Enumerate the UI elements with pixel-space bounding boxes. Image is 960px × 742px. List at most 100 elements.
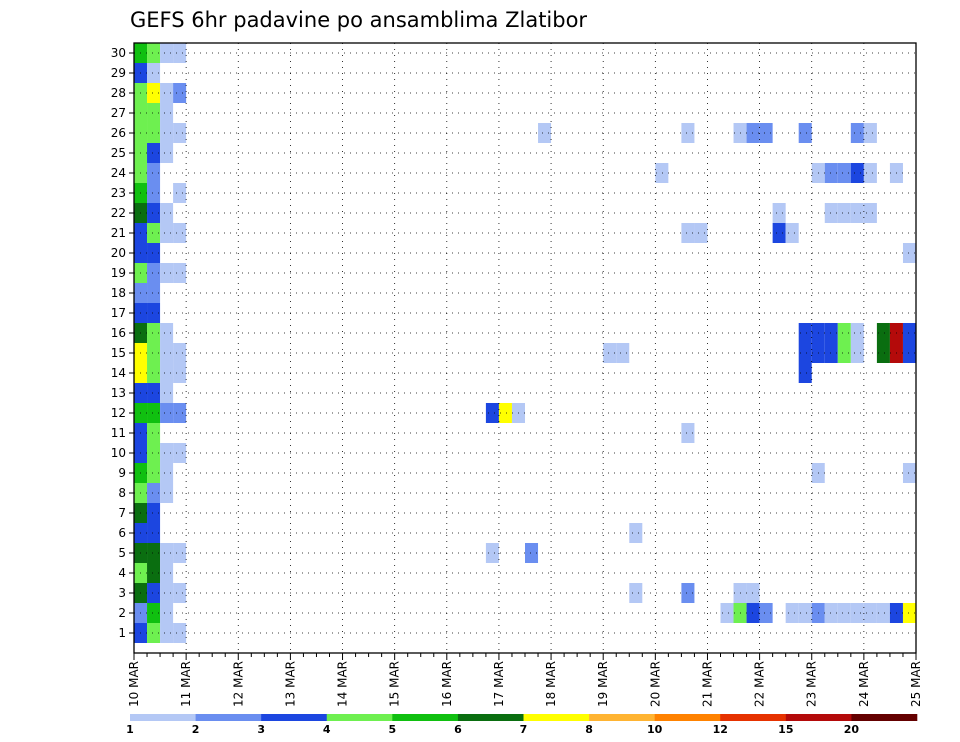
y-tick-label: 15 bbox=[111, 346, 126, 360]
heatmap-cell bbox=[173, 183, 187, 203]
colorbar-label: 12 bbox=[713, 723, 728, 736]
colorbar-label: 1 bbox=[126, 723, 134, 736]
heatmap-cell bbox=[160, 363, 174, 383]
heatmap-cell bbox=[876, 323, 890, 343]
heatmap-cell bbox=[173, 263, 187, 283]
heatmap-cell bbox=[798, 343, 812, 363]
colorbar-swatch bbox=[654, 714, 721, 721]
heatmap-cell bbox=[173, 123, 187, 143]
heatmap-cell bbox=[147, 203, 161, 223]
y-tick-label: 29 bbox=[111, 66, 126, 80]
colorbar-swatch bbox=[326, 714, 393, 721]
heatmap-cell bbox=[147, 503, 161, 523]
heatmap-cell bbox=[147, 63, 161, 83]
colorbar-label: 6 bbox=[454, 723, 462, 736]
colorbar-label: 5 bbox=[389, 723, 397, 736]
heatmap-cell bbox=[681, 423, 695, 443]
heatmap-cell bbox=[160, 323, 174, 343]
heatmap-cell bbox=[837, 343, 851, 363]
colorbar-swatch bbox=[523, 714, 590, 721]
y-tick-label: 27 bbox=[111, 106, 126, 120]
heatmap-cell bbox=[147, 583, 161, 603]
heatmap-cell bbox=[160, 43, 174, 63]
colorbar-swatch bbox=[130, 714, 196, 721]
x-tick-label: 23 MAR bbox=[805, 661, 819, 707]
y-tick-label: 12 bbox=[111, 406, 126, 420]
heatmap-cell bbox=[147, 243, 161, 263]
heatmap-cell bbox=[720, 603, 734, 623]
y-tick-label: 8 bbox=[118, 486, 126, 500]
y-tick-label: 14 bbox=[111, 366, 126, 380]
heatmap-cell bbox=[173, 623, 187, 643]
heatmap-cell bbox=[173, 543, 187, 563]
heatmap-cell bbox=[147, 143, 161, 163]
heatmap-cell bbox=[147, 543, 161, 563]
y-tick-label: 30 bbox=[111, 46, 126, 60]
x-tick-label: 20 MAR bbox=[648, 661, 662, 707]
colorbar-label: 8 bbox=[585, 723, 593, 736]
y-axis-ticks: 1234567891011121314151617181920212223242… bbox=[111, 46, 134, 640]
colorbar-swatch bbox=[392, 714, 459, 721]
heatmap-cell bbox=[772, 203, 786, 223]
heatmap-cell bbox=[785, 603, 799, 623]
colorbar-label: 20 bbox=[844, 723, 860, 736]
heatmap-cell bbox=[902, 463, 916, 483]
heatmap-cell bbox=[824, 343, 838, 363]
x-tick-label: 16 MAR bbox=[440, 661, 454, 707]
x-tick-label: 21 MAR bbox=[701, 661, 715, 707]
heatmap-cell bbox=[772, 223, 786, 243]
heatmap-cell bbox=[798, 323, 812, 343]
heatmap-cell bbox=[147, 383, 161, 403]
heatmap-cell bbox=[837, 603, 851, 623]
chart-title: GEFS 6hr padavine po ansamblima Zlatibor bbox=[130, 8, 587, 32]
heatmap-cell bbox=[902, 243, 916, 263]
heatmap-cell bbox=[525, 543, 539, 563]
heatmap-cell bbox=[837, 203, 851, 223]
heatmap-cell bbox=[173, 583, 187, 603]
heatmap-cell bbox=[173, 363, 187, 383]
x-tick-label: 14 MAR bbox=[336, 661, 350, 707]
heatmap-cell bbox=[160, 263, 174, 283]
heatmap-cell bbox=[147, 123, 161, 143]
heatmap-cell bbox=[147, 343, 161, 363]
heatmap-cell bbox=[160, 623, 174, 643]
x-tick-label: 17 MAR bbox=[492, 661, 506, 707]
heatmap-cell bbox=[746, 123, 760, 143]
heatmap-cell bbox=[798, 363, 812, 383]
heatmap-cell bbox=[173, 343, 187, 363]
heatmap-cell bbox=[147, 483, 161, 503]
heatmap-cell bbox=[837, 163, 851, 183]
x-tick-label: 25 MAR bbox=[909, 661, 923, 707]
heatmap-cell bbox=[850, 123, 864, 143]
y-tick-label: 20 bbox=[111, 246, 126, 260]
heatmap-cell bbox=[147, 303, 161, 323]
heatmap-cell bbox=[681, 123, 695, 143]
heatmap-cell bbox=[629, 583, 643, 603]
x-tick-label: 22 MAR bbox=[753, 661, 767, 707]
heatmap-cell bbox=[160, 463, 174, 483]
colorbar-swatch bbox=[195, 714, 262, 721]
colorbar-label: 3 bbox=[257, 723, 265, 736]
heatmap-cell bbox=[147, 523, 161, 543]
heatmap-cell bbox=[824, 323, 838, 343]
y-tick-label: 19 bbox=[111, 266, 126, 280]
heatmap-cell bbox=[759, 603, 773, 623]
colorbar-label: 7 bbox=[520, 723, 528, 736]
heatmap-cell bbox=[147, 363, 161, 383]
heatmap-cell bbox=[681, 583, 695, 603]
heatmap-cell bbox=[759, 123, 773, 143]
heatmap-cell bbox=[824, 603, 838, 623]
colorbar-label: 10 bbox=[647, 723, 663, 736]
dotted-grid bbox=[134, 43, 916, 653]
heatmap-cell bbox=[485, 543, 499, 563]
heatmap-cell bbox=[160, 123, 174, 143]
heatmap-cell bbox=[160, 383, 174, 403]
y-tick-label: 2 bbox=[118, 606, 126, 620]
y-tick-label: 6 bbox=[118, 526, 126, 540]
y-tick-label: 17 bbox=[111, 306, 126, 320]
heatmap-cell bbox=[147, 283, 161, 303]
heatmap-cell bbox=[824, 163, 838, 183]
y-tick-label: 3 bbox=[118, 586, 126, 600]
y-tick-label: 26 bbox=[111, 126, 126, 140]
